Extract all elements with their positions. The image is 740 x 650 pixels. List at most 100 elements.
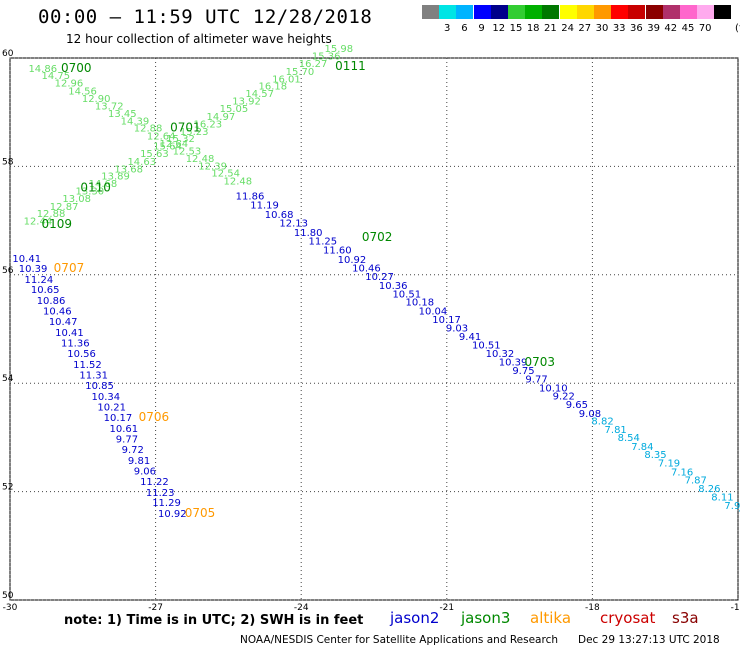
plot-frame bbox=[9, 57, 739, 601]
swh-value-label: 9.06 bbox=[134, 466, 156, 477]
colorbar-label: 30 bbox=[595, 23, 609, 34]
swh-value-label: 12.48 bbox=[224, 176, 253, 187]
pass-time-label: 0700 bbox=[61, 61, 92, 75]
swh-value-label: 14.57 bbox=[245, 89, 274, 100]
colorbar-swatch bbox=[490, 5, 508, 19]
swh-value-label: 12.88 bbox=[37, 209, 66, 220]
swh-value-label: 10.39 bbox=[499, 357, 528, 368]
colorbar-swatch bbox=[576, 5, 594, 19]
swh-value-label: 12.96 bbox=[55, 79, 84, 90]
colorbar-label: 9 bbox=[478, 23, 485, 34]
swh-value-label: 15.98 bbox=[324, 44, 353, 55]
swh-value-label: 10.46 bbox=[43, 306, 72, 317]
x-tick-label: -30 bbox=[3, 603, 18, 610]
swh-value-label: 10.41 bbox=[55, 328, 84, 339]
x-tick-label: -27 bbox=[148, 603, 163, 610]
colorbar-unit: (ft) bbox=[735, 23, 740, 34]
swh-value-label: 10.47 bbox=[49, 317, 78, 328]
swh-value-label: 11.31 bbox=[79, 370, 108, 381]
swh-value-label: 7.77 bbox=[738, 510, 740, 521]
colorbar-label: 6 bbox=[461, 23, 468, 34]
swh-value-label: 7.81 bbox=[605, 425, 627, 436]
colorbar-swatch bbox=[508, 5, 525, 19]
colorbar-swatch bbox=[473, 5, 491, 19]
pass-time-label: 0110 bbox=[80, 180, 111, 194]
pass-time-label: 0701 bbox=[170, 121, 201, 135]
swh-value-label: 10.17 bbox=[104, 413, 133, 424]
swh-value-label: 15.70 bbox=[286, 67, 315, 78]
swh-value-label: 11.52 bbox=[73, 360, 102, 371]
swh-value-label: 9.77 bbox=[116, 434, 138, 445]
pass-time-label: 0703 bbox=[524, 355, 555, 369]
swh-value-label: 10.27 bbox=[365, 272, 394, 283]
swh-value-label: 13.45 bbox=[108, 109, 137, 120]
swh-value-label: 15.05 bbox=[220, 104, 249, 115]
swh-value-label: 10.85 bbox=[85, 381, 114, 392]
legend-jason3: jason3 bbox=[461, 609, 511, 627]
chart-subtitle: 12 hour collection of altimeter wave hei… bbox=[66, 32, 332, 46]
chart-plot: -30 -27 -24 -21 -18 -15 50 52 54 56 58 60 14.8614.75… bbox=[2, 44, 740, 610]
swh-value-label: 7.98 bbox=[724, 501, 740, 512]
chart-title: 00:00 – 11:59 UTC 12/28/2018 bbox=[38, 6, 373, 28]
swh-value-label: 12.64 bbox=[147, 131, 176, 142]
colorbar-swatch bbox=[525, 5, 543, 19]
swh-value-label: 10.10 bbox=[539, 383, 568, 394]
units-note: note: 1) Time is in UTC; 2) SWH is in fe… bbox=[64, 613, 364, 628]
colorbar-swatch bbox=[662, 5, 680, 19]
swh-value-label: 16.18 bbox=[258, 81, 287, 92]
colorbar-swatch bbox=[542, 5, 560, 19]
swh-value-label: 11.24 bbox=[25, 275, 54, 286]
swh-value-label: 9.75 bbox=[512, 366, 534, 377]
swh-value-label: 16.27 bbox=[299, 59, 328, 70]
y-tick-label: 54 bbox=[2, 374, 14, 384]
swh-value-label: 14.56 bbox=[68, 86, 97, 97]
swh-value-label: 9.72 bbox=[122, 445, 144, 456]
colorbar-label: 45 bbox=[681, 23, 695, 34]
swh-value-label: 10.21 bbox=[97, 402, 126, 413]
swh-value-label: 11.29 bbox=[152, 498, 181, 509]
colorbar-label: 15 bbox=[509, 23, 523, 34]
swh-value-label: 12.54 bbox=[211, 169, 240, 180]
credit-text: NOAA/NESDIS Center for Satellite Applica… bbox=[240, 634, 558, 646]
swh-value-label: 7.16 bbox=[671, 467, 693, 478]
colorbar-label: 12 bbox=[492, 23, 506, 34]
colorbar-swatch bbox=[456, 5, 474, 19]
swh-value-label: 13.92 bbox=[232, 97, 261, 108]
swh-value-label: 14.86 bbox=[28, 64, 57, 75]
pass-time-label: 0111 bbox=[335, 59, 366, 73]
swh-value-label: 10.68 bbox=[265, 210, 294, 221]
swh-value-label: 10.34 bbox=[92, 392, 121, 403]
swh-value-label: 16.23 bbox=[193, 119, 222, 130]
swh-value-label: 10.39 bbox=[19, 264, 48, 275]
legend-cryosat: cryosat bbox=[600, 609, 656, 627]
swh-value-label: 10.17 bbox=[432, 315, 461, 326]
pass-time-label: 0707 bbox=[54, 261, 85, 275]
swh-value-label: 8.35 bbox=[644, 450, 666, 461]
colorbar-label: 24 bbox=[561, 23, 574, 34]
swh-value-label: 11.19 bbox=[250, 201, 279, 212]
swh-value-label: 13.08 bbox=[62, 194, 91, 205]
colorbar-swatch bbox=[697, 5, 715, 19]
legend-altika: altika bbox=[530, 609, 572, 627]
colorbar-label: 39 bbox=[647, 23, 660, 34]
swh-value-label: 14.63 bbox=[127, 157, 156, 168]
x-tick-label: -24 bbox=[294, 603, 309, 610]
pass-time-label: 0706 bbox=[139, 410, 170, 424]
colorbar-label: 42 bbox=[664, 23, 678, 34]
swh-value-label: 7.87 bbox=[685, 475, 707, 486]
swh-value-label: 12.64 bbox=[159, 139, 188, 150]
colorbar-swatch bbox=[439, 5, 457, 19]
colorbar-label: 33 bbox=[612, 23, 626, 34]
swh-value-label: 10.46 bbox=[352, 264, 381, 275]
swh-value-label: 11.80 bbox=[294, 228, 323, 239]
swh-value-label: 11.86 bbox=[236, 191, 265, 202]
swh-value-label: 14.75 bbox=[42, 71, 71, 82]
swh-value-label: 10.56 bbox=[67, 349, 96, 360]
swh-value-label: 12.39 bbox=[198, 162, 227, 173]
x-tick-label: -18 bbox=[585, 603, 600, 610]
colorbar-swatch bbox=[594, 5, 611, 19]
swh-value-label: 8.82 bbox=[591, 416, 613, 427]
swh-value-label: 12.53 bbox=[173, 146, 202, 157]
colorbar-swatch bbox=[611, 5, 629, 19]
pass-time-label: 0109 bbox=[42, 217, 73, 231]
